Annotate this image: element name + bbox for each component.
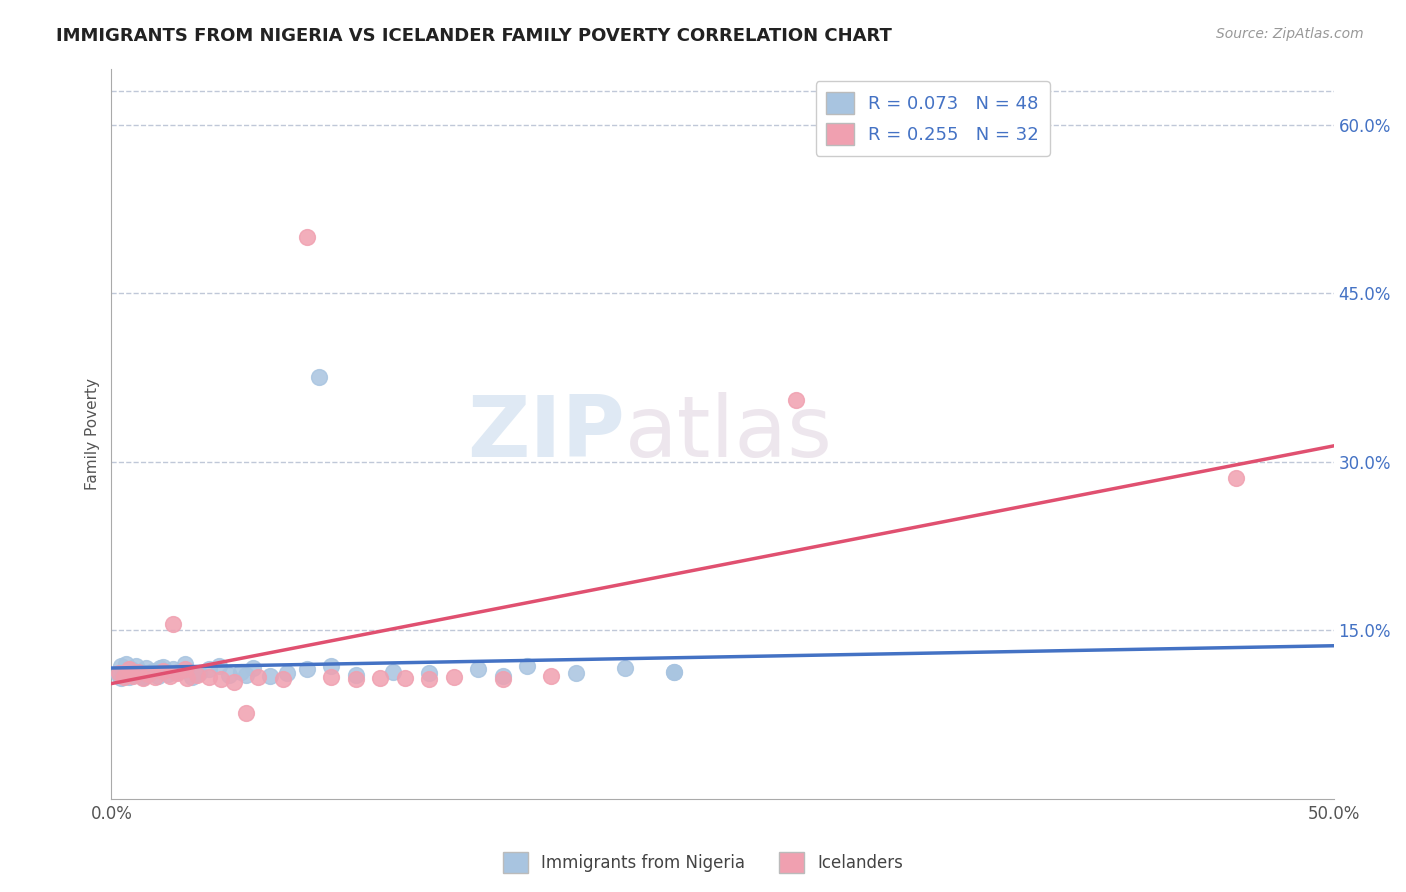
Point	[156, 666, 179, 681]
Point	[110, 659, 132, 673]
Point	[135, 661, 157, 675]
Point	[295, 230, 318, 244]
Text: IMMIGRANTS FROM NIGERIA VS ICELANDER FAMILY POVERTY CORRELATION CHART: IMMIGRANTS FROM NIGERIA VS ICELANDER FAM…	[56, 27, 893, 45]
Point	[188, 665, 211, 680]
Point	[276, 665, 298, 680]
Text: Source: ZipAtlas.com: Source: ZipAtlas.com	[1216, 27, 1364, 41]
Point	[120, 662, 142, 676]
Point	[136, 666, 159, 681]
Point	[120, 665, 142, 679]
Point	[209, 673, 232, 687]
Point	[112, 670, 135, 684]
Point	[1225, 471, 1247, 485]
Point	[162, 662, 184, 676]
Text: atlas: atlas	[624, 392, 832, 475]
Point	[785, 392, 807, 407]
Point	[112, 665, 135, 680]
Point	[186, 668, 208, 682]
Point	[443, 670, 465, 684]
Point	[110, 671, 132, 685]
Point	[162, 617, 184, 632]
Point	[117, 662, 139, 676]
Point	[198, 662, 221, 676]
Point	[394, 671, 416, 685]
Point	[173, 657, 195, 671]
Point	[127, 665, 149, 679]
Point	[662, 665, 685, 679]
Point	[662, 665, 685, 679]
Point	[125, 659, 148, 673]
Point	[145, 670, 167, 684]
Point	[208, 659, 231, 673]
Point	[235, 668, 257, 682]
Point	[159, 669, 181, 683]
Point	[516, 659, 538, 673]
Point	[142, 664, 165, 678]
Point	[344, 668, 367, 682]
Point	[222, 674, 245, 689]
Point	[107, 665, 129, 680]
Point	[259, 669, 281, 683]
Point	[149, 661, 172, 675]
Point	[152, 664, 174, 678]
Point	[540, 669, 562, 683]
Point	[218, 668, 240, 682]
Point	[491, 673, 513, 687]
Point	[271, 673, 294, 687]
Point	[418, 665, 440, 680]
Point	[115, 657, 138, 671]
Point	[308, 370, 330, 384]
Point	[235, 706, 257, 721]
Point	[242, 661, 264, 675]
Point	[166, 665, 188, 680]
Y-axis label: Family Poverty: Family Poverty	[86, 377, 100, 490]
Point	[173, 662, 195, 676]
Point	[107, 668, 129, 682]
Point	[132, 670, 155, 684]
Point	[136, 666, 159, 681]
Point	[152, 660, 174, 674]
Point	[368, 671, 391, 685]
Point	[613, 661, 636, 675]
Point	[127, 668, 149, 682]
Point	[491, 669, 513, 683]
Point	[467, 662, 489, 676]
Point	[321, 659, 343, 673]
Legend: Immigrants from Nigeria, Icelanders: Immigrants from Nigeria, Icelanders	[496, 846, 910, 880]
Point	[565, 665, 588, 680]
Point	[146, 669, 169, 683]
Point	[122, 665, 145, 680]
Point	[321, 670, 343, 684]
Point	[295, 662, 318, 676]
Text: ZIP: ZIP	[467, 392, 624, 475]
Point	[186, 665, 208, 680]
Point	[129, 665, 152, 679]
Point	[117, 670, 139, 684]
Point	[176, 671, 198, 685]
Point	[381, 665, 404, 679]
Point	[132, 671, 155, 685]
Point	[418, 673, 440, 687]
Point	[122, 669, 145, 683]
Point	[247, 670, 270, 684]
Point	[129, 669, 152, 683]
Point	[166, 665, 188, 679]
Legend: R = 0.073   N = 48, R = 0.255   N = 32: R = 0.073 N = 48, R = 0.255 N = 32	[815, 81, 1050, 156]
Point	[344, 673, 367, 687]
Point	[229, 665, 252, 679]
Point	[198, 670, 221, 684]
Point	[181, 670, 204, 684]
